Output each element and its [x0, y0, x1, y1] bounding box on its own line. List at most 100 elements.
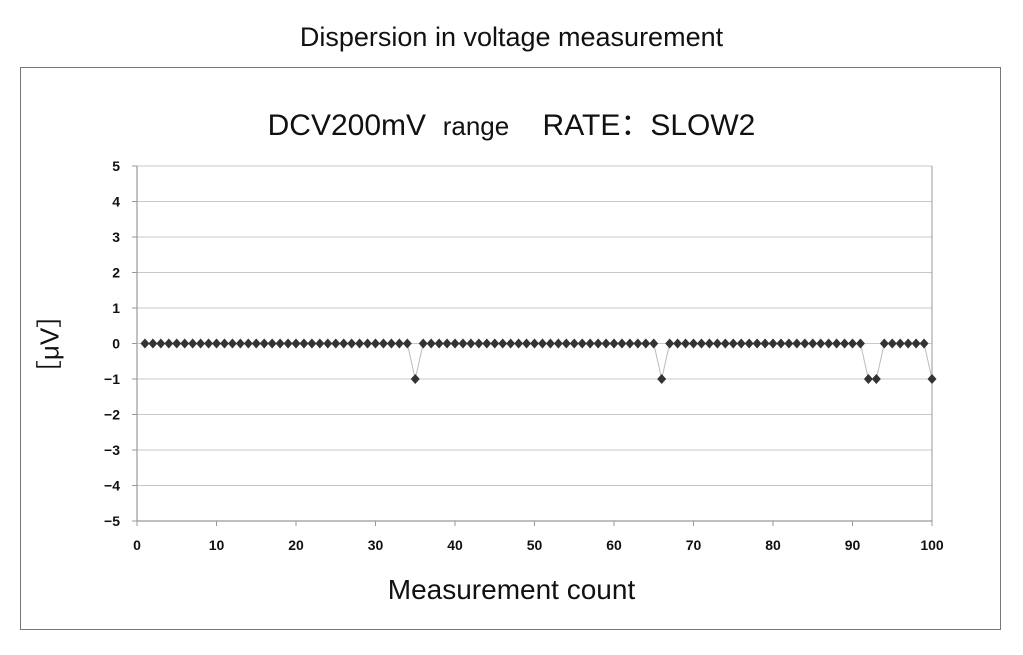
- data-point: [569, 338, 579, 349]
- data-point: [450, 338, 460, 349]
- data-point: [219, 338, 229, 349]
- data-point: [426, 338, 436, 349]
- data-point: [673, 338, 683, 349]
- data-point: [545, 338, 555, 349]
- x-tick-label: 30: [368, 537, 384, 553]
- data-point: [903, 338, 913, 349]
- y-tick-label: −1: [104, 371, 120, 387]
- data-point: [156, 338, 166, 349]
- data-point: [561, 338, 571, 349]
- data-point: [204, 338, 214, 349]
- data-point: [879, 338, 889, 349]
- data-point: [259, 338, 269, 349]
- data-point: [927, 374, 937, 384]
- data-point: [855, 338, 865, 349]
- data-point: [514, 338, 524, 349]
- data-point: [283, 338, 293, 349]
- y-tick-label: 2: [112, 265, 120, 281]
- data-point: [466, 338, 476, 349]
- x-tick-label: 80: [765, 537, 781, 553]
- data-point: [840, 338, 850, 349]
- data-point: [601, 338, 611, 349]
- data-point: [482, 338, 492, 349]
- x-axis-label: Measurement count: [387, 574, 636, 605]
- data-point: [227, 338, 237, 349]
- data-point: [355, 338, 365, 349]
- data-point: [919, 338, 929, 349]
- data-point: [689, 338, 698, 349]
- data-point: [339, 338, 349, 349]
- data-point: [784, 338, 794, 349]
- y-tick-label: 4: [112, 194, 120, 210]
- data-point: [347, 338, 357, 349]
- data-point: [609, 338, 619, 349]
- data-point: [418, 338, 428, 349]
- y-tick-label: −4: [104, 478, 120, 494]
- data-point: [363, 338, 373, 349]
- outer-title: Dispersion in voltage measurement: [299, 22, 724, 52]
- data-point: [871, 374, 881, 384]
- data-point: [498, 338, 508, 349]
- data-point: [617, 338, 627, 349]
- data-point: [760, 338, 770, 349]
- data-point: [577, 338, 587, 349]
- data-point: [410, 374, 420, 384]
- data-point: [299, 338, 309, 349]
- x-tick-label: 100: [920, 537, 944, 553]
- data-point: [887, 338, 897, 349]
- data-point: [394, 338, 404, 349]
- data-point: [434, 338, 444, 349]
- data-point: [816, 338, 826, 349]
- y-tick-label: 3: [112, 229, 120, 245]
- data-point: [895, 338, 905, 349]
- y-tick-label: −2: [104, 407, 120, 423]
- x-tick-label: 0: [133, 537, 141, 553]
- y-tick-label: −5: [104, 513, 120, 529]
- data-point: [307, 338, 317, 349]
- title-range-word: range: [442, 111, 510, 141]
- data-point: [275, 338, 285, 349]
- data-point: [148, 338, 158, 349]
- data-point: [776, 338, 786, 349]
- data-point: [402, 338, 412, 349]
- data-point: [633, 338, 643, 349]
- data-point: [323, 338, 333, 349]
- data-point: [704, 338, 714, 349]
- x-tick-label: 20: [288, 537, 304, 553]
- data-point: [442, 338, 452, 349]
- data-point: [848, 338, 857, 349]
- x-tick-label: 90: [845, 537, 861, 553]
- data-point: [911, 338, 921, 349]
- data-point: [530, 338, 539, 349]
- data-point: [752, 338, 762, 349]
- title-rate: RATE：SLOW2: [542, 109, 756, 142]
- data-point: [657, 374, 667, 384]
- data-point: [808, 338, 818, 349]
- data-point: [824, 338, 834, 349]
- y-tick-label: 1: [112, 300, 120, 316]
- data-point: [720, 338, 730, 349]
- x-tick-label: 40: [447, 537, 463, 553]
- data-point: [585, 338, 595, 349]
- data-point: [649, 338, 659, 349]
- data-point: [235, 338, 245, 349]
- data-point: [681, 338, 691, 349]
- data-point: [625, 338, 635, 349]
- data-point: [188, 338, 198, 349]
- data-point: [696, 338, 706, 349]
- data-point: [537, 338, 547, 349]
- data-point: [665, 338, 675, 349]
- y-tick-label: 0: [112, 336, 120, 352]
- series-line: [144, 343, 933, 380]
- data-point: [371, 338, 380, 349]
- data-point: [251, 338, 261, 349]
- data-point: [243, 338, 253, 349]
- data-point: [164, 338, 174, 349]
- data-point: [553, 338, 563, 349]
- data-point: [832, 338, 842, 349]
- data-point: [792, 338, 802, 349]
- data-point: [172, 338, 182, 349]
- y-tick-label: −3: [104, 442, 120, 458]
- data-point: [712, 338, 722, 349]
